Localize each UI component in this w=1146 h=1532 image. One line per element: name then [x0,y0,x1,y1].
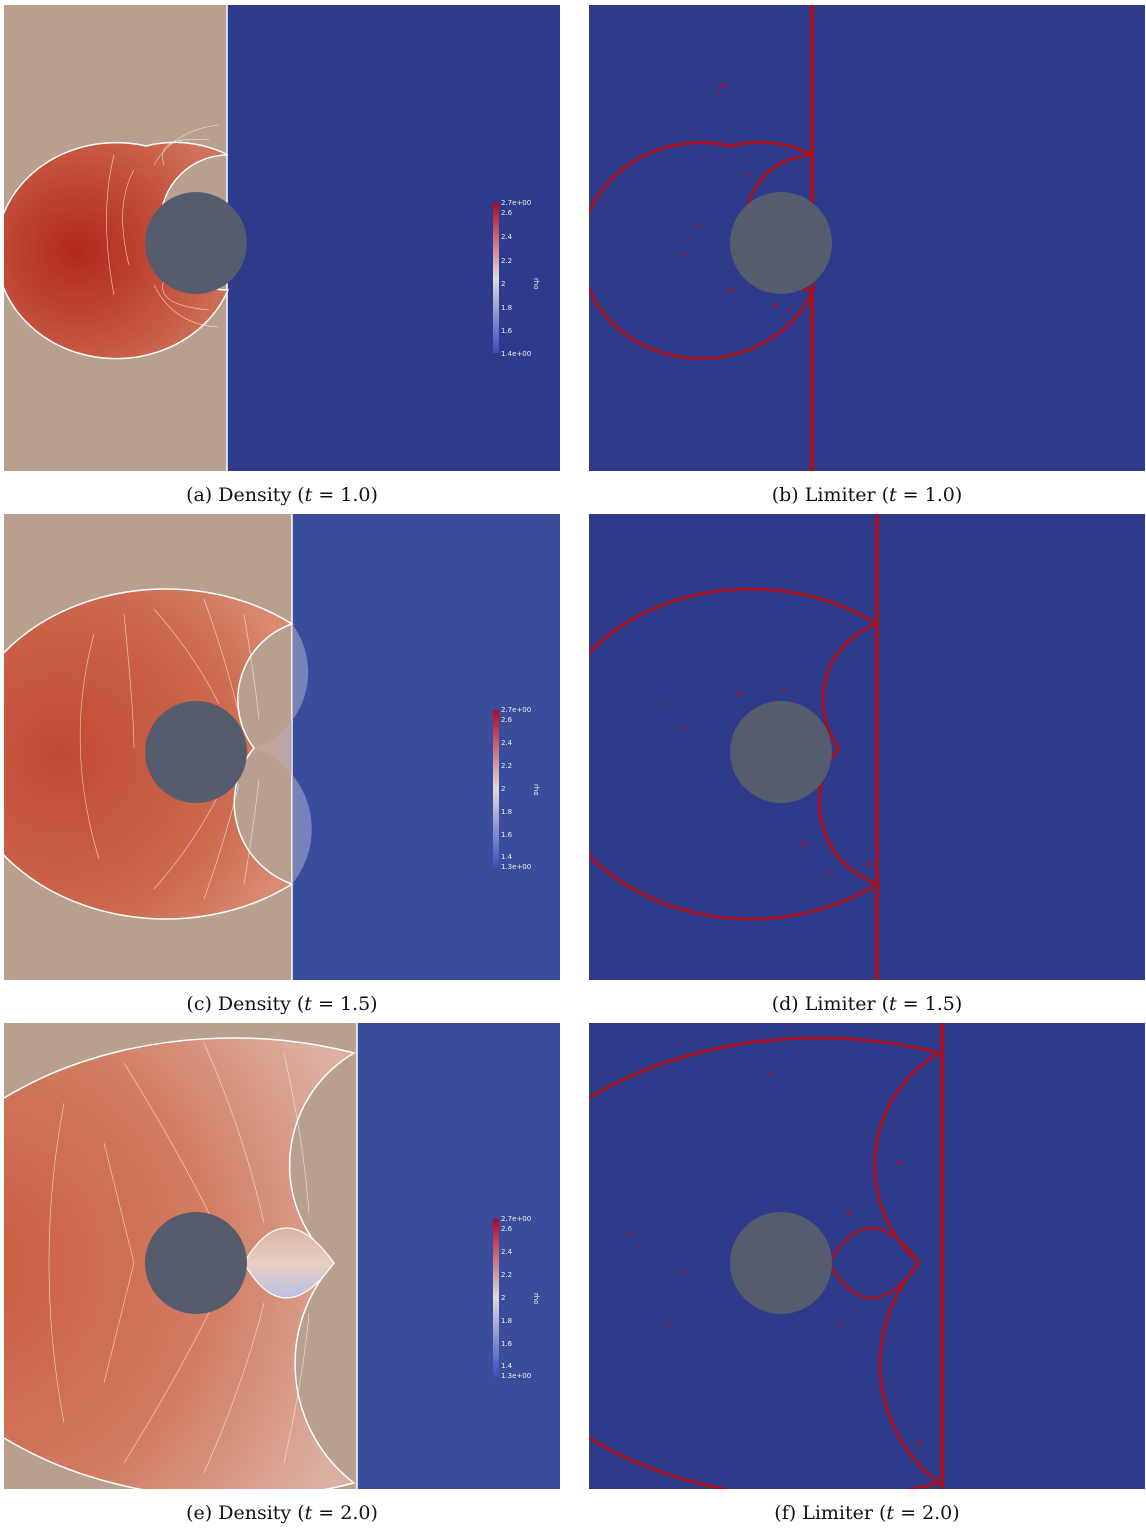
colorbar-min: 1.3e+00 [501,1372,531,1380]
panel-c-density: 2.7e+00 2.6 2.4 2.2 2 1.8 1.6 1.4 1.3e+0… [4,514,560,980]
caption-b: (b) Limiter (t = 1.0) [771,484,963,506]
cylinder [730,192,832,294]
colorbar-field-label: rho [532,1293,540,1304]
panel-b-limiter [589,5,1145,471]
svg-text:1.4: 1.4 [501,853,513,861]
colorbar-a: 2.7e+00 2.6 2.4 2.2 2 1.8 1.6 1.4e+00 rh… [493,199,540,358]
limiter-scatter [667,642,871,876]
svg-text:2: 2 [501,280,505,288]
density-plot-a: 2.7e+00 2.6 2.4 2.2 2 1.8 1.6 1.4e+00 rh… [4,5,560,471]
colorbar-field-label: rho [532,784,540,795]
caption-a: (a) Density (t = 1.0) [186,484,378,506]
limited-cells [589,1023,944,1489]
inner-shock-region [243,1227,335,1299]
caption-c: (c) Density (t = 1.5) [186,993,378,1015]
cylinder [730,701,832,803]
svg-text:2.2: 2.2 [501,762,512,770]
unlimited-region [589,514,1145,980]
density-plot-e: 2.7e+00 2.6 2.4 2.2 2 1.8 1.6 1.4 1.3e+0… [4,1023,560,1489]
svg-text:1.8: 1.8 [501,304,512,312]
svg-text:2.6: 2.6 [501,1225,513,1233]
panel-f-limiter [589,1023,1145,1489]
limited-cells [589,514,881,980]
colorbar-max: 2.7e+00 [501,1215,531,1223]
svg-text:2: 2 [501,785,505,793]
panel-e-density: 2.7e+00 2.6 2.4 2.2 2 1.8 1.6 1.4 1.3e+0… [4,1023,560,1489]
density-contours [48,1042,310,1474]
limiter-plot-f [589,1023,1145,1489]
limiter-plot-b [589,5,1145,471]
colorbar-e: 2.7e+00 2.6 2.4 2.2 2 1.8 1.6 1.4 1.3e+0… [493,1215,540,1380]
svg-text:2.6: 2.6 [501,716,513,724]
panel-a-density: 2.7e+00 2.6 2.4 2.2 2 1.8 1.6 1.4e+00 rh… [4,5,560,471]
panel-d-limiter [589,514,1145,980]
cylinder [145,1212,247,1314]
colorbar-max: 2.7e+00 [501,706,531,714]
unlimited-region [589,1023,1145,1489]
colorbar-min: 1.3e+00 [501,863,531,871]
cylinder [145,701,247,803]
svg-text:2: 2 [501,1294,505,1302]
svg-text:2.2: 2.2 [501,1271,512,1279]
colorbar-min: 1.4e+00 [501,350,531,358]
colorbar-max: 2.7e+00 [501,199,531,207]
svg-text:2.2: 2.2 [501,257,512,265]
cylinder [730,1212,832,1314]
limiter-scatter [627,1071,921,1445]
cylinder [145,192,247,294]
caption-d: (d) Limiter (t = 1.5) [771,993,963,1015]
svg-text:1.6: 1.6 [501,831,513,839]
colorbar-field-label: rho [532,278,540,289]
caption-e: (e) Density (t = 2.0) [186,1502,378,1524]
limiter-plot-d [589,514,1145,980]
density-contours [79,598,260,900]
svg-text:1.6: 1.6 [501,327,513,335]
limiter-scatter [682,83,791,312]
unlimited-region [589,5,1145,471]
svg-text:1.8: 1.8 [501,808,512,816]
caption-f: (f) Limiter (t = 2.0) [774,1502,960,1524]
svg-text:2.4: 2.4 [501,1248,513,1256]
density-plot-c: 2.7e+00 2.6 2.4 2.2 2 1.8 1.6 1.4 1.3e+0… [4,514,560,980]
svg-text:1.4: 1.4 [501,1362,513,1370]
svg-text:2.4: 2.4 [501,233,513,241]
svg-text:2.6: 2.6 [501,209,513,217]
svg-text:1.8: 1.8 [501,1317,512,1325]
density-contours [106,124,220,328]
svg-text:1.6: 1.6 [501,1340,513,1348]
svg-text:2.4: 2.4 [501,739,513,747]
colorbar-c: 2.7e+00 2.6 2.4 2.2 2 1.8 1.6 1.4 1.3e+0… [493,706,540,871]
